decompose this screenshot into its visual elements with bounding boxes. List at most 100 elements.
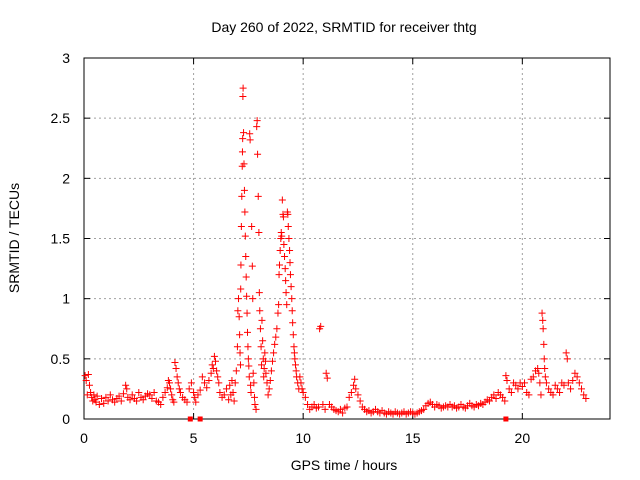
data-point bbox=[563, 355, 571, 363]
data-point bbox=[241, 232, 249, 240]
data-point bbox=[291, 355, 299, 363]
data-point bbox=[90, 391, 98, 399]
data-point bbox=[265, 385, 273, 393]
data-point bbox=[287, 283, 295, 291]
data-point bbox=[245, 373, 253, 381]
data-point bbox=[291, 361, 299, 369]
data-point bbox=[485, 397, 493, 405]
data-point bbox=[343, 403, 351, 411]
data-point bbox=[260, 373, 268, 381]
data-point bbox=[235, 295, 243, 303]
data-point bbox=[247, 389, 255, 397]
data-point bbox=[538, 309, 546, 317]
data-point bbox=[541, 364, 549, 372]
data-point bbox=[502, 372, 510, 380]
gap-marker bbox=[187, 416, 193, 422]
data-point bbox=[310, 401, 318, 409]
data-point bbox=[238, 148, 246, 156]
x-axis-label: GPS time / hours bbox=[291, 457, 398, 473]
y-tick-label: 0.5 bbox=[51, 351, 71, 367]
data-point bbox=[553, 385, 561, 393]
data-point bbox=[569, 376, 577, 384]
data-point bbox=[545, 385, 553, 393]
data-point bbox=[246, 130, 254, 138]
data-point bbox=[288, 295, 296, 303]
data-point bbox=[229, 389, 237, 397]
data-point bbox=[255, 289, 263, 297]
data-point bbox=[275, 261, 283, 269]
data-point bbox=[133, 397, 141, 405]
data-point bbox=[220, 391, 228, 399]
data-point bbox=[175, 385, 183, 393]
data-point bbox=[216, 389, 224, 397]
x-tick-label: 20 bbox=[515, 430, 531, 446]
data-point bbox=[284, 222, 292, 230]
data-point bbox=[261, 357, 269, 365]
data-point bbox=[258, 361, 266, 369]
data-point bbox=[270, 349, 278, 357]
data-point bbox=[539, 325, 547, 333]
data-point bbox=[203, 384, 211, 392]
data-point bbox=[242, 253, 250, 261]
data-point bbox=[290, 349, 298, 357]
data-point bbox=[336, 405, 344, 413]
data-point bbox=[289, 331, 297, 339]
data-point bbox=[276, 247, 284, 255]
data-point bbox=[240, 129, 248, 137]
data-point bbox=[128, 391, 136, 399]
data-point bbox=[236, 349, 244, 357]
data-point bbox=[241, 208, 249, 216]
data-point bbox=[260, 364, 268, 372]
data-point bbox=[242, 273, 250, 281]
data-point bbox=[253, 117, 261, 125]
data-point bbox=[271, 340, 279, 348]
data-point bbox=[187, 379, 195, 387]
data-point bbox=[347, 389, 355, 397]
data-point bbox=[578, 385, 586, 393]
gap-marker bbox=[503, 416, 509, 422]
data-point bbox=[580, 391, 588, 399]
data-point bbox=[234, 307, 242, 315]
data-point bbox=[208, 361, 216, 369]
data-point bbox=[299, 389, 307, 397]
data-point bbox=[225, 396, 233, 404]
data-point bbox=[119, 390, 127, 398]
data-point bbox=[268, 357, 276, 365]
data-point bbox=[239, 135, 247, 143]
y-tick-label: 0 bbox=[62, 411, 70, 427]
data-point bbox=[272, 333, 280, 341]
data-point bbox=[351, 375, 359, 383]
data-point bbox=[252, 405, 260, 413]
gap-marker bbox=[197, 416, 203, 422]
data-point bbox=[562, 349, 570, 357]
data-point bbox=[420, 405, 428, 413]
data-point bbox=[157, 401, 165, 409]
data-point bbox=[288, 307, 296, 315]
data-point bbox=[273, 325, 281, 333]
data-point bbox=[159, 393, 167, 401]
data-point bbox=[571, 369, 579, 377]
data-point bbox=[222, 385, 230, 393]
data-point bbox=[514, 385, 522, 393]
x-tick-label: 5 bbox=[190, 430, 198, 446]
data-point bbox=[315, 403, 323, 411]
data-point bbox=[102, 393, 110, 401]
data-point bbox=[135, 389, 143, 397]
data-point bbox=[246, 136, 254, 144]
data-point bbox=[257, 343, 265, 351]
data-point bbox=[198, 373, 206, 381]
data-point bbox=[275, 271, 283, 279]
data-point bbox=[537, 391, 545, 399]
data-point bbox=[248, 222, 256, 230]
data-point bbox=[503, 376, 511, 384]
data-point bbox=[207, 369, 215, 377]
x-tick-label: 10 bbox=[295, 430, 311, 446]
data-point bbox=[249, 295, 257, 303]
data-point bbox=[196, 386, 204, 394]
data-point bbox=[564, 379, 572, 387]
data-point bbox=[525, 391, 533, 399]
data-point bbox=[245, 362, 253, 370]
data-point bbox=[339, 409, 347, 417]
data-point bbox=[111, 398, 119, 406]
data-point bbox=[84, 370, 92, 378]
